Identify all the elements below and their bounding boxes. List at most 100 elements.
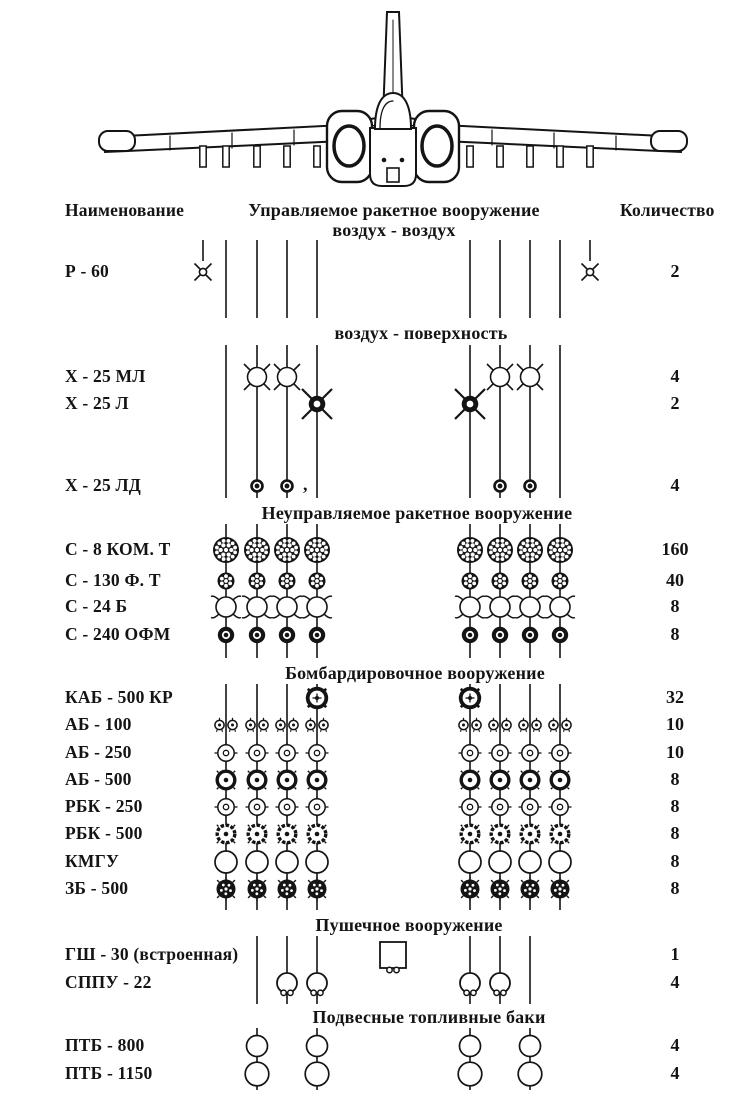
zb500-icon — [550, 876, 570, 902]
ptb1150-icon — [457, 1061, 483, 1087]
s8-icon — [213, 537, 239, 563]
s24-icon — [271, 595, 303, 619]
rbk500-icon — [215, 823, 237, 845]
row-quantity: 32 — [666, 687, 684, 707]
column-header-qty: Количество — [620, 200, 715, 220]
ab100-icon — [305, 717, 329, 732]
ab500-icon — [215, 769, 237, 791]
column-header-name: Наименование — [65, 200, 185, 220]
row-quantity: 4 — [670, 475, 680, 495]
row-quantity: 8 — [670, 823, 680, 843]
kh25ml-icon — [486, 363, 514, 391]
section-header: Пушечное вооружение — [315, 915, 503, 935]
row-label: КАБ - 500 КР — [65, 687, 173, 707]
s24-icon — [210, 595, 242, 619]
ptb800-icon — [245, 1034, 269, 1058]
ab250-icon — [275, 742, 299, 764]
row-label: С - 240 ОФМ — [65, 624, 171, 644]
row-label: Х - 25 ЛД — [65, 475, 141, 495]
kh25ml-icon — [516, 363, 544, 391]
s8-icon — [547, 537, 573, 563]
s8-icon — [487, 537, 513, 563]
row-label: Х - 25 МЛ — [65, 366, 146, 386]
row-quantity: 4 — [670, 1035, 680, 1055]
s24-icon — [454, 595, 486, 619]
rbk250-icon — [214, 796, 238, 818]
ab100-icon — [458, 717, 482, 732]
row-quantity: 8 — [670, 596, 680, 616]
ptb800-icon — [458, 1034, 482, 1058]
rbk500-icon — [519, 823, 541, 845]
sppu22-icon — [489, 972, 511, 999]
s8-icon — [304, 537, 330, 563]
rbk500-icon — [549, 823, 571, 845]
s13-icon — [217, 572, 235, 590]
rbk250-icon — [548, 796, 572, 818]
row-quantity: 4 — [670, 366, 680, 386]
kh25ml-icon — [273, 363, 301, 391]
kmgu-icon — [458, 850, 482, 874]
ab250-icon — [488, 742, 512, 764]
s8-icon — [274, 537, 300, 563]
s24-icon — [514, 595, 546, 619]
rbk250-icon — [245, 796, 269, 818]
s8-icon — [244, 537, 270, 563]
zb500-icon — [307, 876, 327, 902]
rbk500-icon — [489, 823, 511, 845]
r60-icon — [193, 262, 213, 282]
row-quantity: 10 — [666, 742, 684, 762]
s240-icon — [491, 626, 509, 644]
ptb800-icon — [305, 1034, 329, 1058]
left-intake — [332, 124, 366, 168]
rbk500-icon — [246, 823, 268, 845]
kmgu-icon — [275, 850, 299, 874]
kh25ld-icon — [250, 479, 264, 493]
kmgu-icon — [305, 850, 329, 874]
kh25l-icon — [301, 388, 333, 420]
s13-icon — [278, 572, 296, 590]
kmgu-icon — [548, 850, 572, 874]
row-quantity: 2 — [670, 261, 680, 281]
fuselage — [369, 127, 417, 187]
zb500-icon — [460, 876, 480, 902]
s24-icon — [544, 595, 576, 619]
row-label: С - 8 КОМ. Т — [65, 539, 171, 559]
s13-icon — [461, 572, 479, 590]
ptb800-icon — [518, 1034, 542, 1058]
row-quantity: 8 — [670, 769, 680, 789]
rbk250-icon — [518, 796, 542, 818]
ab250-icon — [245, 742, 269, 764]
row-label: РБК - 500 — [65, 823, 143, 843]
s13-icon — [308, 572, 326, 590]
rbk250-icon — [305, 796, 329, 818]
ab100-icon — [214, 717, 238, 732]
s13-icon — [248, 572, 266, 590]
rbk250-icon — [488, 796, 512, 818]
kab500-icon — [458, 686, 482, 710]
row-quantity: 8 — [670, 878, 680, 898]
s240-icon — [551, 626, 569, 644]
rbk500-icon — [459, 823, 481, 845]
section-header: воздух - поверхность — [334, 323, 508, 343]
s240-icon — [521, 626, 539, 644]
ab100-icon — [275, 717, 299, 732]
s13-icon — [491, 572, 509, 590]
ptb1150-icon — [517, 1061, 543, 1087]
ab500-icon — [459, 769, 481, 791]
section-header: воздух - воздух — [332, 220, 456, 240]
kh25ld-icon — [493, 479, 507, 493]
rbk500-icon — [276, 823, 298, 845]
s240-icon — [248, 626, 266, 644]
row-quantity: 8 — [670, 851, 680, 871]
kmgu-icon — [214, 850, 238, 874]
ab500-icon — [489, 769, 511, 791]
left-wingtip-pod — [98, 130, 136, 152]
aircraft-front-view-icon — [98, 11, 688, 187]
scan-artifact-mark: , — [303, 474, 308, 494]
row-label: РБК - 250 — [65, 796, 143, 816]
row-quantity: 2 — [670, 393, 680, 413]
kab500-icon — [305, 686, 329, 710]
